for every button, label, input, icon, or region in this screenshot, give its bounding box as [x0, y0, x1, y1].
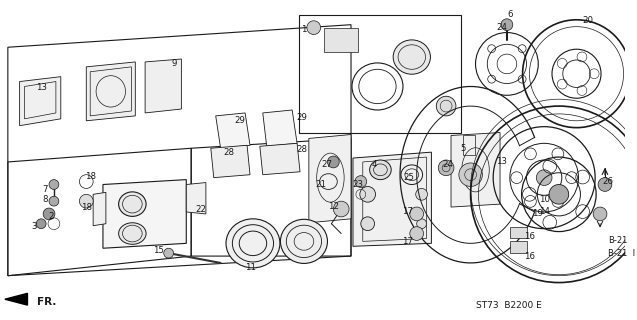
Bar	[510, 241, 527, 253]
Circle shape	[333, 201, 349, 217]
Circle shape	[459, 163, 482, 187]
Text: 22: 22	[196, 204, 206, 213]
Text: 17: 17	[403, 237, 413, 246]
Polygon shape	[86, 62, 135, 121]
Text: 3: 3	[32, 222, 37, 231]
Circle shape	[598, 178, 612, 191]
Ellipse shape	[118, 223, 146, 244]
Ellipse shape	[226, 219, 280, 268]
Ellipse shape	[118, 192, 146, 216]
Polygon shape	[20, 77, 61, 126]
Text: 13: 13	[496, 157, 508, 166]
Polygon shape	[309, 134, 351, 223]
Circle shape	[360, 187, 376, 202]
Text: 28: 28	[296, 145, 308, 154]
Text: 16: 16	[524, 232, 535, 241]
Text: 4: 4	[372, 160, 377, 169]
Circle shape	[80, 194, 93, 208]
Text: 13: 13	[36, 83, 47, 92]
Circle shape	[361, 217, 375, 231]
Circle shape	[43, 208, 55, 220]
Text: 18: 18	[81, 203, 92, 212]
Polygon shape	[103, 180, 186, 248]
Text: 21: 21	[315, 180, 326, 189]
Text: 29: 29	[297, 113, 308, 122]
Ellipse shape	[393, 40, 431, 74]
Text: 25: 25	[403, 173, 414, 182]
Circle shape	[164, 248, 173, 258]
Polygon shape	[5, 293, 27, 305]
Text: 2: 2	[48, 212, 54, 221]
Circle shape	[416, 188, 427, 200]
Circle shape	[355, 176, 367, 188]
Polygon shape	[211, 145, 250, 178]
Bar	[324, 28, 358, 52]
Text: B-21  I: B-21 I	[608, 249, 635, 258]
Text: 6: 6	[507, 10, 513, 20]
Circle shape	[549, 185, 569, 204]
Bar	[510, 227, 527, 238]
Text: 16: 16	[524, 252, 535, 260]
Text: 9: 9	[172, 60, 177, 68]
Ellipse shape	[280, 219, 327, 263]
Polygon shape	[263, 110, 297, 146]
Text: 7: 7	[42, 185, 48, 194]
Text: 15: 15	[154, 246, 164, 255]
Circle shape	[410, 227, 424, 240]
Circle shape	[36, 219, 46, 228]
Circle shape	[307, 21, 320, 35]
Circle shape	[49, 196, 59, 206]
Text: 8: 8	[42, 195, 48, 204]
Text: 24: 24	[496, 23, 508, 32]
Text: 1: 1	[301, 25, 306, 34]
Text: 18: 18	[85, 172, 96, 181]
Polygon shape	[93, 192, 106, 226]
Polygon shape	[451, 132, 500, 207]
Text: 10: 10	[539, 195, 550, 204]
Text: 19: 19	[532, 209, 543, 219]
Polygon shape	[145, 59, 182, 113]
Circle shape	[438, 160, 454, 176]
Text: 27: 27	[321, 160, 332, 169]
Text: ST73  B2200 E: ST73 B2200 E	[476, 300, 541, 310]
Text: 20: 20	[583, 16, 594, 25]
Text: B-21: B-21	[608, 236, 627, 245]
Text: 29: 29	[235, 116, 246, 125]
Text: 28: 28	[223, 148, 234, 157]
Polygon shape	[260, 143, 300, 175]
Text: 26: 26	[603, 177, 613, 186]
Text: 17: 17	[403, 207, 413, 216]
Circle shape	[410, 207, 424, 221]
Circle shape	[327, 156, 340, 168]
Text: 24: 24	[443, 160, 454, 169]
Text: 12: 12	[328, 202, 339, 211]
Polygon shape	[353, 152, 431, 246]
Text: 11: 11	[245, 263, 255, 272]
Circle shape	[49, 180, 59, 189]
Circle shape	[436, 96, 456, 116]
Polygon shape	[216, 113, 250, 148]
Circle shape	[536, 170, 552, 186]
Text: 14: 14	[539, 207, 550, 216]
Circle shape	[417, 219, 427, 228]
Circle shape	[501, 19, 513, 31]
Polygon shape	[186, 182, 206, 214]
Bar	[462, 135, 475, 155]
Ellipse shape	[369, 160, 391, 180]
Text: FR.: FR.	[37, 297, 57, 307]
Circle shape	[593, 207, 607, 221]
Text: 5: 5	[460, 144, 466, 153]
Text: 23: 23	[352, 180, 363, 189]
